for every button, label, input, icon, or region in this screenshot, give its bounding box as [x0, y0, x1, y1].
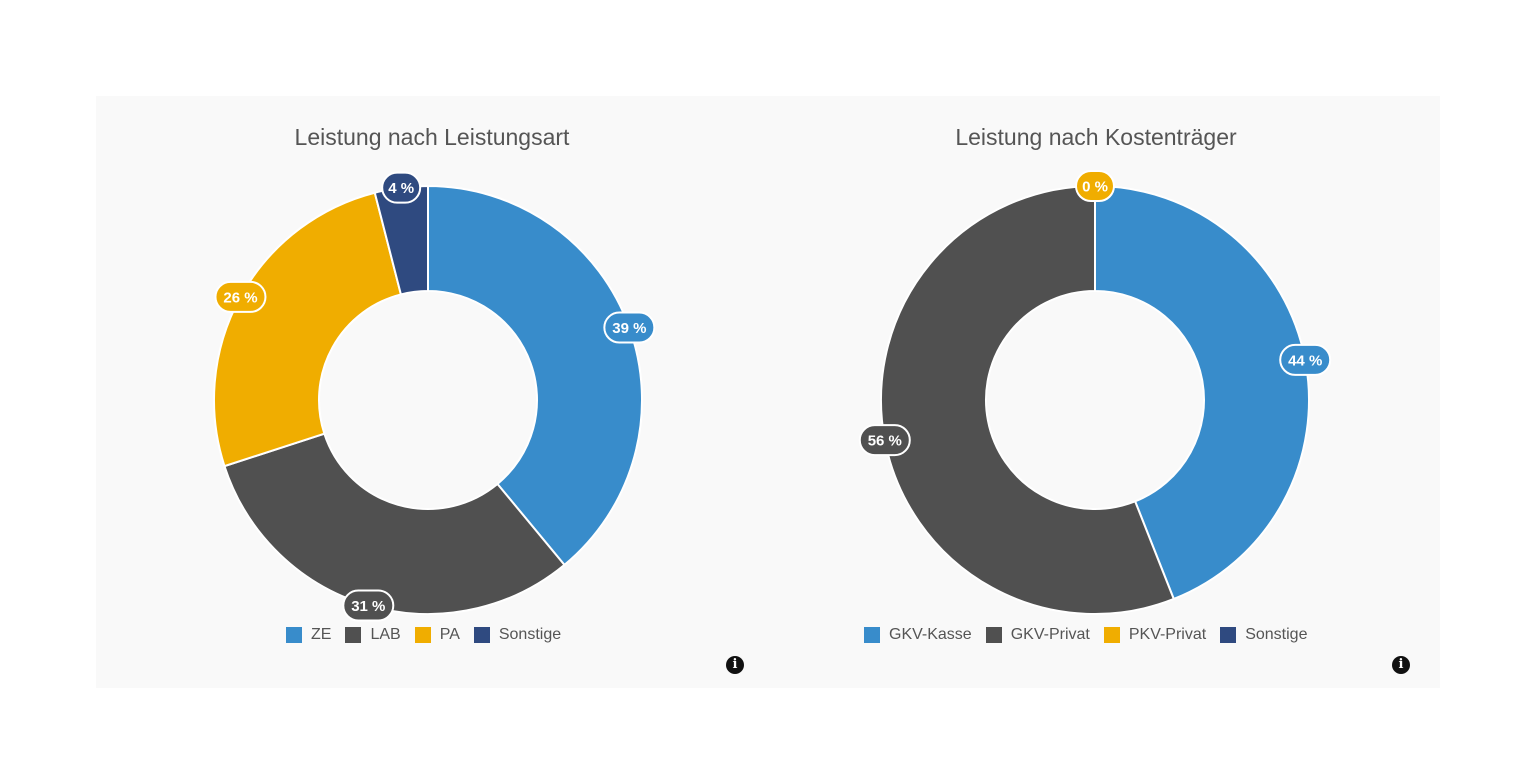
donut-slice-pa[interactable]	[213, 191, 403, 468]
legend-label: PKV-Privat	[1128, 626, 1207, 643]
data-label-ze: 39 %	[603, 311, 656, 344]
legend-swatch	[286, 627, 302, 643]
data-label-bubble	[342, 589, 395, 622]
legend-swatch	[1103, 627, 1120, 643]
donut-chart-leistungsart: 39 % 31 % 26 % 4 %	[213, 171, 656, 622]
legend-swatch	[864, 627, 880, 643]
data-label-bubble	[603, 311, 656, 344]
donut-chart-kostentraeger: 44 % 56 % 0 %	[858, 170, 1332, 615]
data-label-text: 56 %	[868, 433, 902, 450]
legend-label: Sonstige	[498, 626, 562, 643]
data-label-text: 26 %	[223, 289, 257, 306]
data-label-bubble	[381, 171, 422, 204]
data-label-sonstige: 4 %	[381, 171, 422, 204]
data-label-gkv-kasse: 44 %	[1279, 343, 1332, 376]
chart-title-leistungsart: Leistung nach Leistungsart	[294, 124, 570, 150]
data-label-text: 44 %	[1288, 352, 1322, 369]
legend-label: GKV-Privat	[1010, 626, 1090, 643]
legend-swatch	[345, 627, 362, 643]
legend-swatch	[1220, 627, 1237, 643]
legend-item-sonstige[interactable]: Sonstige	[1220, 626, 1307, 644]
legend-swatch	[473, 627, 490, 643]
legend-label: GKV-Kasse	[889, 626, 972, 643]
legend-item-gkv-kasse[interactable]: GKV-Kasse	[864, 626, 972, 644]
legend-kostentraeger: GKV-Kasse GKV-Privat PKV-Privat Sonstige	[864, 626, 1307, 644]
legend-item-pkv-privat[interactable]: PKV-Privat	[1103, 626, 1207, 644]
data-label-bubble	[214, 280, 267, 313]
data-label-bubble	[1075, 170, 1115, 202]
legend-swatch	[414, 627, 431, 643]
data-label-text: 31 %	[351, 598, 385, 615]
dashboard-panel: Leistung nach Leistungsart Leistung nach…	[96, 96, 1440, 688]
data-label-lab: 31 %	[342, 589, 395, 622]
info-circle-icon[interactable]: i	[1392, 656, 1410, 674]
data-label-bubble	[858, 424, 911, 457]
legend-item-ze[interactable]: ZE	[286, 626, 331, 644]
legend-label: Sonstige	[1245, 626, 1308, 643]
data-label-text: 39 %	[612, 320, 646, 337]
data-label-gkv-privat: 56 %	[858, 424, 911, 457]
legend-swatch	[985, 627, 1002, 643]
data-label-pa: 26 %	[214, 280, 267, 313]
donut-slice-ze[interactable]	[427, 184, 643, 567]
donut-slice-gkv-kasse[interactable]	[1094, 184, 1310, 601]
data-label-text: 4 %	[388, 180, 414, 197]
legend-item-sonstige[interactable]: Sonstige	[473, 626, 562, 644]
legend-item-lab[interactable]: LAB	[345, 626, 401, 644]
data-label-text: 0 %	[1082, 179, 1108, 196]
legend-label: ZE	[311, 626, 332, 643]
legend-item-gkv-privat[interactable]: GKV-Privat	[985, 626, 1090, 644]
info-circle-icon[interactable]: i	[726, 656, 744, 674]
legend-item-pa[interactable]: PA	[414, 626, 460, 644]
donut-slice-gkv-privat[interactable]	[880, 184, 1176, 615]
legend-label: PA	[439, 626, 460, 643]
legend-leistungsart: ZE LAB PA Sonstige	[286, 626, 561, 644]
chart-title-kostentraeger: Leistung nach Kostenträger	[955, 124, 1237, 150]
donut-slice-lab[interactable]	[223, 432, 566, 615]
data-label-pkv-privat: 0 %	[1075, 170, 1115, 202]
data-label-bubble	[1279, 343, 1332, 376]
legend-label: LAB	[370, 626, 401, 643]
